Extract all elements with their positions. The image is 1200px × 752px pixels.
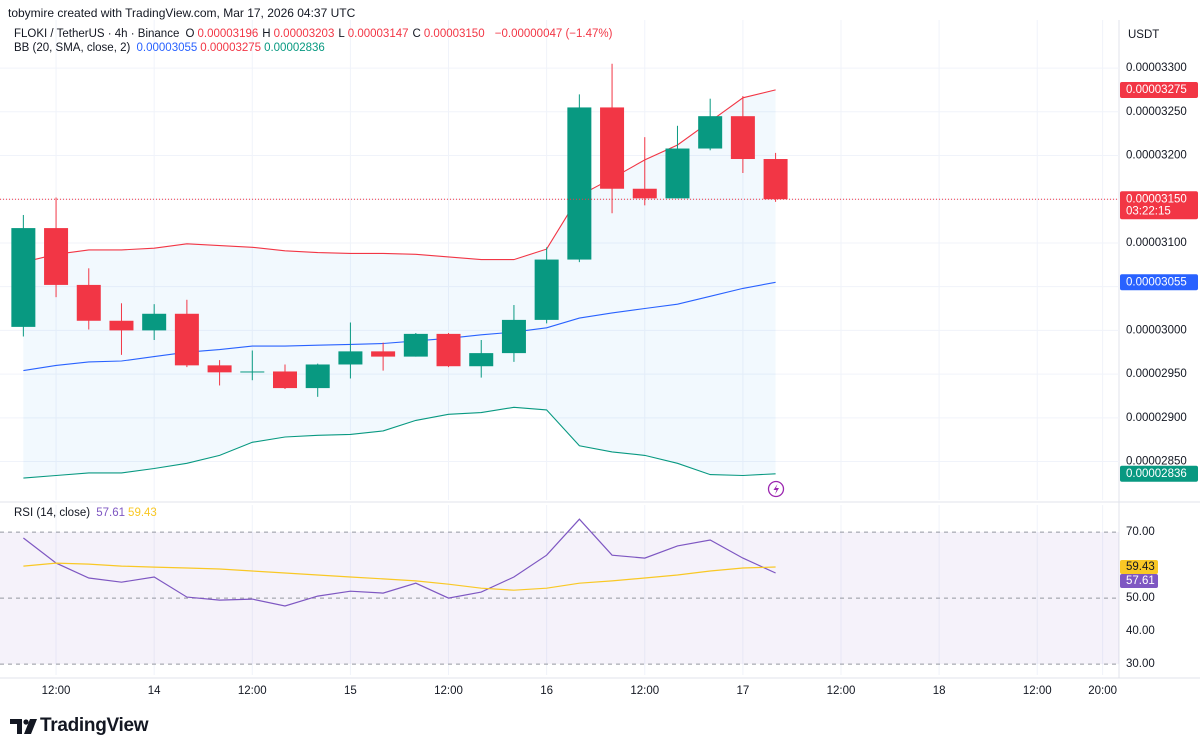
grid bbox=[0, 20, 1119, 675]
candle-body bbox=[240, 371, 265, 373]
price-marker-label: 0.00003150 bbox=[1126, 193, 1187, 205]
y-tick-label: 0.00002950 bbox=[1126, 368, 1187, 380]
y-tick-label: 50.00 bbox=[1126, 592, 1155, 604]
rsi-legend: RSI (14, close) 57.61 59.43 bbox=[14, 507, 160, 519]
y-tick-label: 0.00003250 bbox=[1126, 106, 1187, 118]
candle-body bbox=[76, 284, 101, 321]
y-tick-label: 30.00 bbox=[1126, 658, 1155, 670]
candle-body bbox=[11, 228, 36, 327]
rsi-line bbox=[23, 562, 776, 591]
indicator-value: 0.00003275 bbox=[200, 42, 262, 54]
candle-body bbox=[207, 365, 232, 373]
price-marker bbox=[1120, 465, 1198, 482]
y-tick-label: 70.00 bbox=[1126, 526, 1155, 538]
candle-body bbox=[665, 148, 690, 199]
x-tick-label: 16 bbox=[540, 685, 553, 697]
y-tick-label: 0.00003000 bbox=[1126, 324, 1187, 336]
ohlc-key: C bbox=[412, 28, 421, 40]
currency[interactable]: USDT bbox=[1128, 29, 1160, 41]
candle-body bbox=[501, 319, 526, 354]
candle-body bbox=[109, 320, 134, 331]
indicator-value: 0.00003055 bbox=[136, 42, 198, 54]
indicator-value: 57.61 bbox=[96, 507, 126, 519]
x-tick-label: 12:00 bbox=[238, 685, 267, 697]
price-marker-label: 0.00003055 bbox=[1126, 276, 1187, 288]
rsi-line bbox=[23, 518, 776, 607]
candle-body bbox=[600, 107, 625, 189]
ohlc: O 0.00003196 H 0.00003203 L 0.00003147 C 0.0000… bbox=[186, 28, 489, 40]
price-marker-label: 0.00003275 bbox=[1126, 84, 1187, 96]
y-tick-label: 0.00002850 bbox=[1126, 456, 1187, 468]
symbol: FLOKI / TetherUS · 4h · Binance bbox=[14, 28, 180, 40]
ohlc-key: L bbox=[338, 28, 345, 40]
bb-legend: BB (20, SMA, close, 2) 0.00003055 0.00003… bbox=[14, 42, 328, 54]
price-marker bbox=[1120, 191, 1198, 220]
bb-line bbox=[23, 406, 776, 479]
price-marker bbox=[1120, 81, 1198, 98]
bb-line bbox=[23, 89, 776, 263]
candle-body bbox=[534, 259, 559, 320]
rsi-marker bbox=[1120, 573, 1158, 588]
candle-body bbox=[305, 364, 330, 389]
price-marker-label: 0.00002836 bbox=[1126, 468, 1187, 480]
x-tick-label: 20:00 bbox=[1088, 685, 1117, 697]
rsi-marker-label: 59.43 bbox=[1126, 561, 1155, 573]
brand: TradingView bbox=[40, 715, 149, 736]
y-tick-label: 0.00003200 bbox=[1126, 150, 1187, 162]
indicator-name: BB (20, SMA, close, 2) bbox=[14, 42, 131, 54]
y-tick-label: 0.00003300 bbox=[1126, 62, 1187, 74]
indicator-value: 0.00002836 bbox=[264, 42, 325, 54]
candle-body bbox=[44, 228, 69, 285]
x-tick-label: 12:00 bbox=[1023, 685, 1052, 697]
brand-logo bbox=[10, 719, 37, 734]
candle-body bbox=[371, 351, 396, 357]
ohlc-value: 0.00003203 bbox=[273, 28, 335, 40]
candle-body bbox=[338, 351, 363, 365]
rsi-marker-label: 57.61 bbox=[1126, 575, 1155, 587]
candle-body bbox=[567, 107, 592, 260]
y-tick-label: 40.00 bbox=[1126, 625, 1155, 637]
bb-line bbox=[23, 281, 776, 372]
y-tick-label: 0.00003100 bbox=[1126, 237, 1187, 249]
indicator-name: RSI (14, close) bbox=[14, 507, 91, 519]
symbol-legend: FLOKI / TetherUS · 4h · Binance O 0.00003… bbox=[14, 28, 615, 40]
rsi-band bbox=[0, 532, 1119, 665]
ohlc-value: 0.00003196 bbox=[197, 28, 259, 40]
x-tick-label: 18 bbox=[933, 685, 946, 697]
ohlc-key: H bbox=[262, 28, 271, 40]
price-marker bbox=[1120, 274, 1198, 291]
candle-body bbox=[763, 159, 788, 200]
rsi-marker bbox=[1120, 559, 1158, 574]
bb-band bbox=[23, 89, 776, 479]
ohlc-value: 0.00003147 bbox=[347, 28, 409, 40]
x-tick-label: 12:00 bbox=[827, 685, 856, 697]
candle-body bbox=[730, 116, 755, 160]
candle-body bbox=[632, 188, 657, 199]
candle-body bbox=[698, 116, 723, 149]
candle-body bbox=[174, 313, 199, 366]
ohlc-key: O bbox=[185, 28, 195, 40]
indicator-value: 59.43 bbox=[128, 507, 157, 519]
alert-icon[interactable] bbox=[767, 480, 785, 498]
x-tick-label: 14 bbox=[148, 685, 161, 697]
countdown: 03:22:15 bbox=[1126, 205, 1171, 217]
attribution: tobymire created with TradingView.com, M… bbox=[8, 6, 356, 20]
y-tick-label: 0.00002900 bbox=[1126, 412, 1187, 424]
x-tick-label: 15 bbox=[344, 685, 357, 697]
x-tick-label: 12:00 bbox=[434, 685, 463, 697]
x-tick-label: 12:00 bbox=[42, 685, 71, 697]
ohlc-value: 0.00003150 bbox=[423, 28, 485, 40]
candle-body bbox=[403, 333, 428, 357]
candle-body bbox=[142, 313, 167, 331]
x-tick-label: 17 bbox=[736, 685, 749, 697]
change: −0.00000047 (−1.47%) bbox=[494, 28, 613, 40]
x-tick-label: 12:00 bbox=[630, 685, 659, 697]
candle-body bbox=[469, 353, 494, 367]
candle-body bbox=[436, 333, 461, 367]
candle-body bbox=[273, 371, 297, 389]
